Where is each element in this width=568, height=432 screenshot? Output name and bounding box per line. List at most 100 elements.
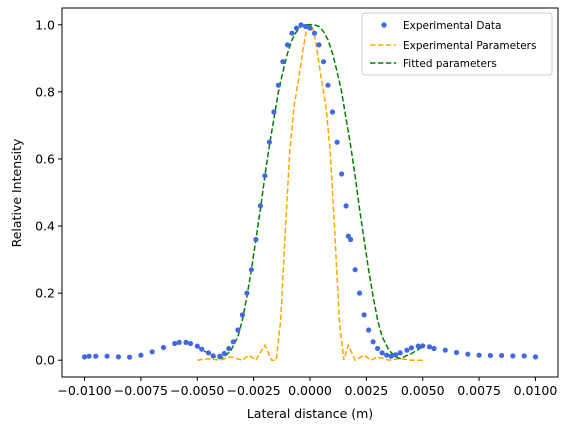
legend-marker-experimental-data bbox=[381, 22, 387, 28]
data-point-experimental-data bbox=[453, 349, 460, 356]
y-tick-label: 0.8 bbox=[35, 84, 55, 99]
data-point-experimental-data bbox=[499, 352, 505, 359]
data-point-experimental-data bbox=[194, 343, 200, 349]
data-point-experimental-data bbox=[487, 352, 493, 359]
data-point-experimental-data bbox=[442, 347, 448, 353]
data-point-experimental-data bbox=[426, 344, 433, 350]
x-tick-label: −0.0100 bbox=[57, 383, 111, 398]
x-axis: −0.0100 −0.0075 −0.0050 −0.0025 0.0000 0.0025… bbox=[57, 377, 557, 398]
x-tick-label: −0.0025 bbox=[227, 383, 281, 398]
x-tick-label: 0.0100 bbox=[514, 383, 558, 398]
data-point-experimental-data bbox=[239, 312, 245, 318]
data-point-experimental-data bbox=[415, 343, 421, 349]
x-tick-label: 0.0025 bbox=[344, 383, 388, 398]
data-point-experimental-data bbox=[81, 354, 88, 360]
data-point-experimental-data bbox=[205, 350, 212, 356]
data-point-experimental-data bbox=[320, 59, 327, 65]
data-point-experimental-data bbox=[248, 267, 254, 273]
data-point-experimental-data bbox=[221, 350, 227, 357]
y-axis-title: Relative Intensity bbox=[9, 138, 24, 247]
data-point-experimental-data bbox=[465, 351, 471, 357]
data-point-experimental-data bbox=[329, 109, 336, 115]
data-point-experimental-data bbox=[307, 25, 313, 31]
data-point-experimental-data bbox=[339, 171, 345, 177]
legend-label: Fitted parameters bbox=[403, 58, 497, 70]
data-point-experimental-data bbox=[393, 352, 399, 358]
data-point-experimental-data bbox=[280, 59, 286, 65]
data-point-experimental-data bbox=[160, 344, 167, 351]
data-point-experimental-data bbox=[293, 25, 300, 31]
data-point-experimental-data bbox=[86, 353, 92, 359]
data-point-experimental-data bbox=[375, 345, 381, 352]
y-tick-label: 0.0 bbox=[35, 353, 55, 368]
data-point-experimental-data bbox=[431, 345, 437, 352]
y-tick-label: 0.2 bbox=[35, 286, 55, 301]
data-point-experimental-data bbox=[298, 22, 304, 28]
data-point-experimental-data bbox=[311, 30, 318, 36]
x-tick-label: 0.0050 bbox=[401, 383, 445, 398]
data-point-experimental-data bbox=[361, 312, 367, 318]
data-point-experimental-data bbox=[379, 350, 385, 356]
data-point-experimental-data bbox=[176, 339, 182, 345]
legend-box bbox=[361, 12, 553, 76]
data-point-experimental-data bbox=[404, 347, 410, 353]
data-point-experimental-data bbox=[408, 345, 415, 351]
data-point-experimental-data bbox=[226, 345, 232, 352]
data-point-experimental-data bbox=[235, 327, 241, 333]
data-point-experimental-data bbox=[275, 82, 281, 88]
x-tick-label: 0.0075 bbox=[457, 383, 501, 398]
data-point-experimental-data bbox=[127, 354, 133, 360]
data-point-experimental-data bbox=[172, 340, 178, 347]
data-point-experimental-data bbox=[257, 203, 263, 209]
y-tick-label: 0.6 bbox=[35, 151, 55, 166]
data-point-experimental-data bbox=[115, 354, 121, 360]
data-point-experimental-data bbox=[352, 267, 358, 273]
legend: Experimental Data Experimental Parameters… bbox=[361, 12, 553, 76]
data-point-experimental-data bbox=[532, 354, 539, 360]
data-point-experimental-data bbox=[93, 353, 99, 359]
data-point-experimental-data bbox=[343, 203, 349, 209]
data-point-experimental-data bbox=[366, 327, 372, 333]
data-point-experimental-data bbox=[289, 30, 295, 36]
data-point-experimental-data bbox=[253, 236, 259, 243]
x-axis-title: Lateral distance (m) bbox=[247, 406, 373, 421]
legend-label: Experimental Data bbox=[403, 20, 501, 32]
data-point-experimental-data bbox=[302, 23, 309, 30]
data-point-experimental-data bbox=[284, 42, 291, 48]
data-point-experimental-data bbox=[521, 353, 527, 359]
data-point-experimental-data bbox=[149, 349, 155, 355]
data-point-experimental-data bbox=[271, 109, 277, 115]
series-layer bbox=[81, 22, 539, 362]
data-point-experimental-data bbox=[388, 353, 394, 359]
data-point-experimental-data bbox=[210, 353, 216, 359]
data-point-experimental-data bbox=[199, 346, 205, 352]
data-point-experimental-data bbox=[244, 290, 250, 296]
data-point-experimental-data bbox=[334, 139, 340, 145]
y-axis: 0.0 0.2 0.4 0.6 0.8 1.0 bbox=[35, 17, 62, 368]
y-tick-label: 0.4 bbox=[35, 219, 55, 234]
legend-label: Experimental Parameters bbox=[403, 40, 536, 52]
x-tick-label: 0.0000 bbox=[288, 383, 332, 398]
data-point-experimental-data bbox=[316, 42, 322, 48]
data-point-experimental-data bbox=[370, 339, 376, 345]
data-point-experimental-data bbox=[348, 236, 354, 243]
data-point-experimental-data bbox=[138, 352, 144, 358]
data-point-experimental-data bbox=[325, 82, 331, 88]
data-point-experimental-data bbox=[104, 353, 110, 359]
data-point-experimental-data bbox=[217, 353, 223, 359]
data-point-experimental-data bbox=[397, 350, 403, 356]
data-point-experimental-data bbox=[420, 343, 426, 349]
x-tick-label: −0.0075 bbox=[114, 383, 168, 398]
data-point-experimental-data bbox=[187, 340, 194, 347]
data-point-experimental-data bbox=[230, 339, 236, 345]
data-point-experimental-data bbox=[384, 352, 390, 358]
data-point-experimental-data bbox=[183, 339, 189, 345]
x-tick-label: −0.0050 bbox=[170, 383, 224, 398]
data-point-experimental-data bbox=[476, 352, 482, 358]
series-line-fitted-parameters bbox=[196, 24, 424, 360]
y-tick-label: 1.0 bbox=[35, 17, 55, 32]
data-point-experimental-data bbox=[357, 290, 363, 296]
data-point-experimental-data bbox=[262, 173, 268, 179]
data-point-experimental-data bbox=[510, 353, 516, 359]
